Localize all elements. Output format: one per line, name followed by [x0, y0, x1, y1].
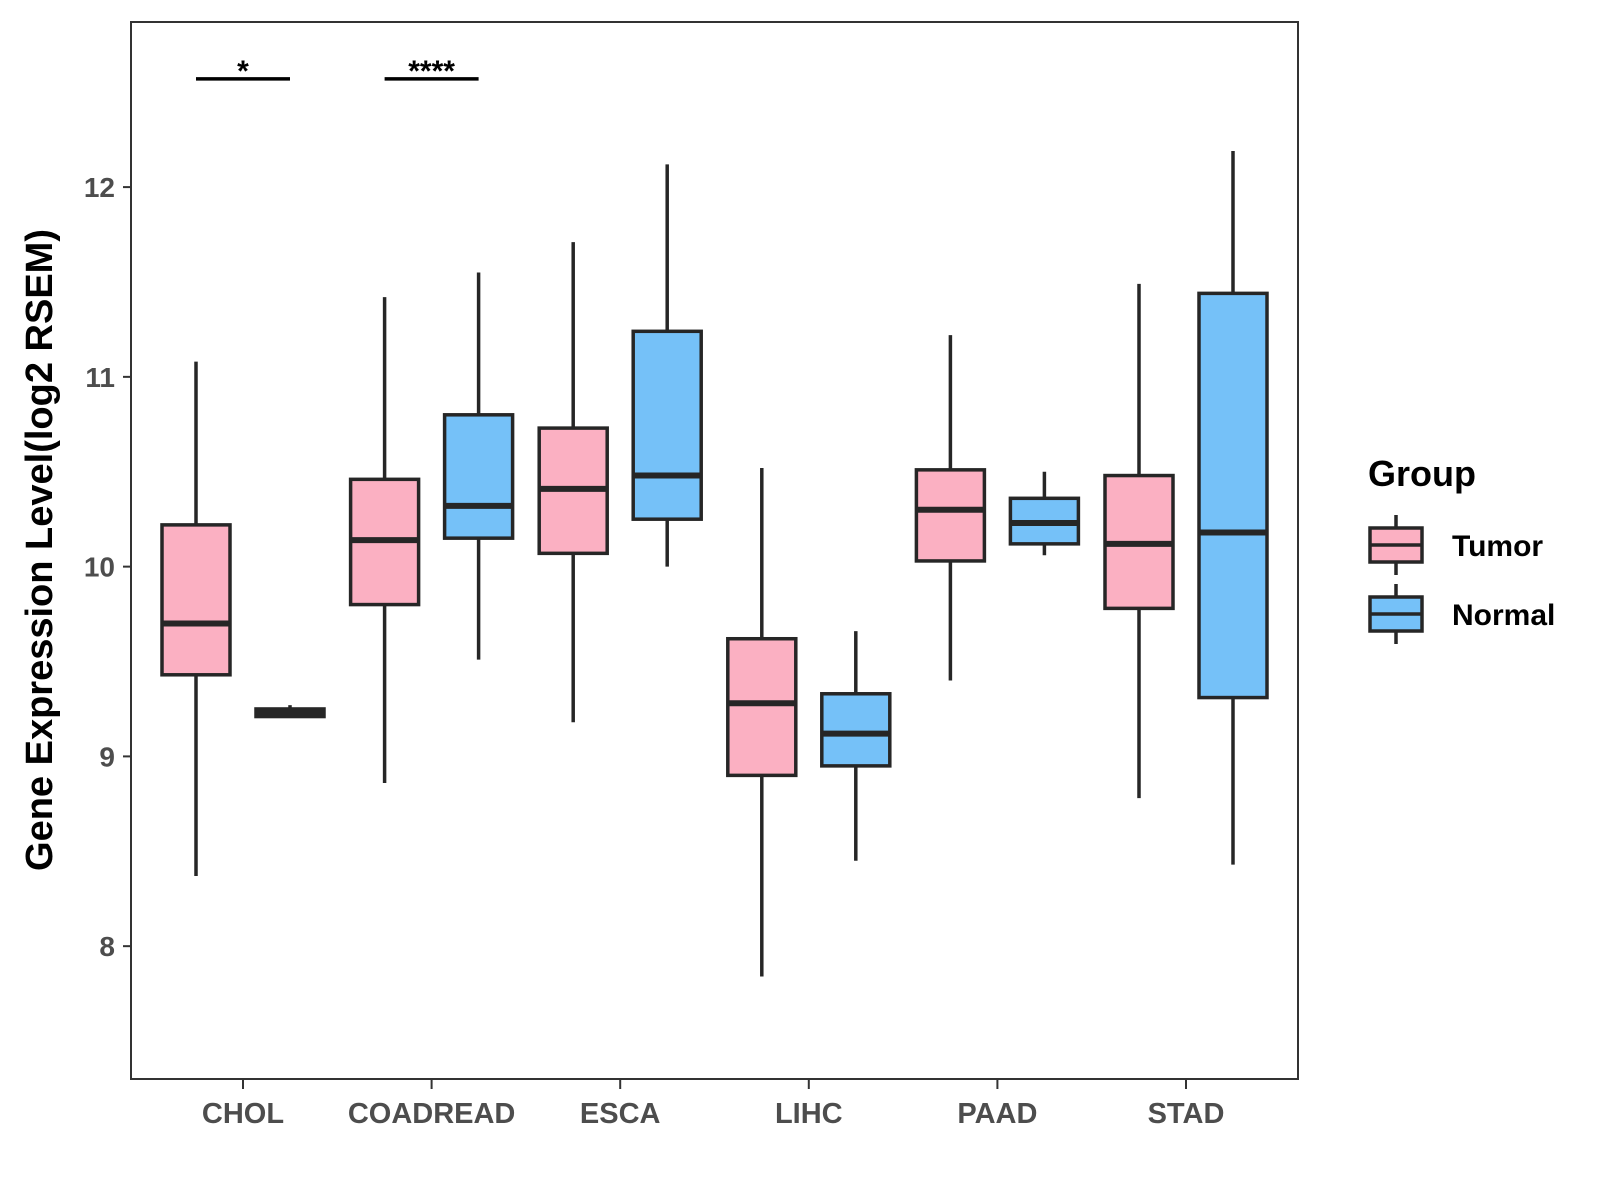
box-tumor-esca: [537, 242, 609, 723]
x-tick-label: ESCA: [580, 1098, 661, 1130]
panel-border: [130, 21, 1299, 1080]
box-body: [631, 329, 703, 521]
legend-label: Tumor: [1452, 530, 1543, 563]
box-body: [726, 636, 798, 778]
box-normal-chol: [254, 705, 326, 719]
box-body: [442, 413, 515, 540]
significance-label: *: [237, 55, 249, 88]
box-normal-paad: [1008, 471, 1081, 556]
legend-item-tumor: Tumor: [1368, 515, 1543, 575]
y-axis-title: Gene Expression Level(log2 RSEM): [19, 229, 61, 871]
legend: Group Tumor Normal: [1368, 453, 1555, 644]
legend-title: Group: [1368, 453, 1476, 494]
box-body: [1197, 291, 1269, 700]
box-tumor-lihc: [726, 467, 798, 977]
box-tumor-paad: [914, 335, 987, 681]
box-normal-stad: [1197, 151, 1269, 865]
x-tick-label: LIHC: [775, 1098, 843, 1130]
x-tick-label: STAD: [1148, 1098, 1225, 1130]
x-axis: CHOL COADREAD ESCA LIHC PAAD STAD: [202, 1079, 1224, 1130]
x-tick-label: CHOL: [202, 1098, 284, 1130]
y-tick-label: 10: [84, 552, 115, 583]
y-tick-label: 8: [99, 931, 115, 962]
box-body: [820, 692, 892, 768]
significance-annotation: ****: [384, 55, 479, 88]
legend-label: Normal: [1452, 599, 1555, 632]
box-tumor-coadread: [348, 297, 421, 783]
box-body: [160, 523, 232, 677]
box-tumor-chol: [160, 361, 232, 876]
box-normal-coadread: [442, 272, 515, 660]
y-tick-label: 9: [99, 741, 115, 772]
legend-item-normal: Normal: [1368, 584, 1555, 644]
significance-annotation: *: [196, 55, 290, 88]
y-tick-label: 12: [84, 172, 115, 203]
y-tick-label: 11: [85, 362, 115, 393]
box-tumor-stad: [1103, 283, 1175, 799]
box-body: [914, 468, 987, 563]
significance-label: ****: [408, 55, 455, 88]
y-axis: 8 9 10 11 12: [84, 172, 131, 962]
box-normal-lihc: [820, 631, 892, 861]
x-tick-label: COADREAD: [348, 1098, 516, 1130]
box-normal-esca: [631, 164, 703, 567]
plot-area: * ****: [160, 55, 1269, 977]
x-tick-label: PAAD: [957, 1098, 1037, 1130]
